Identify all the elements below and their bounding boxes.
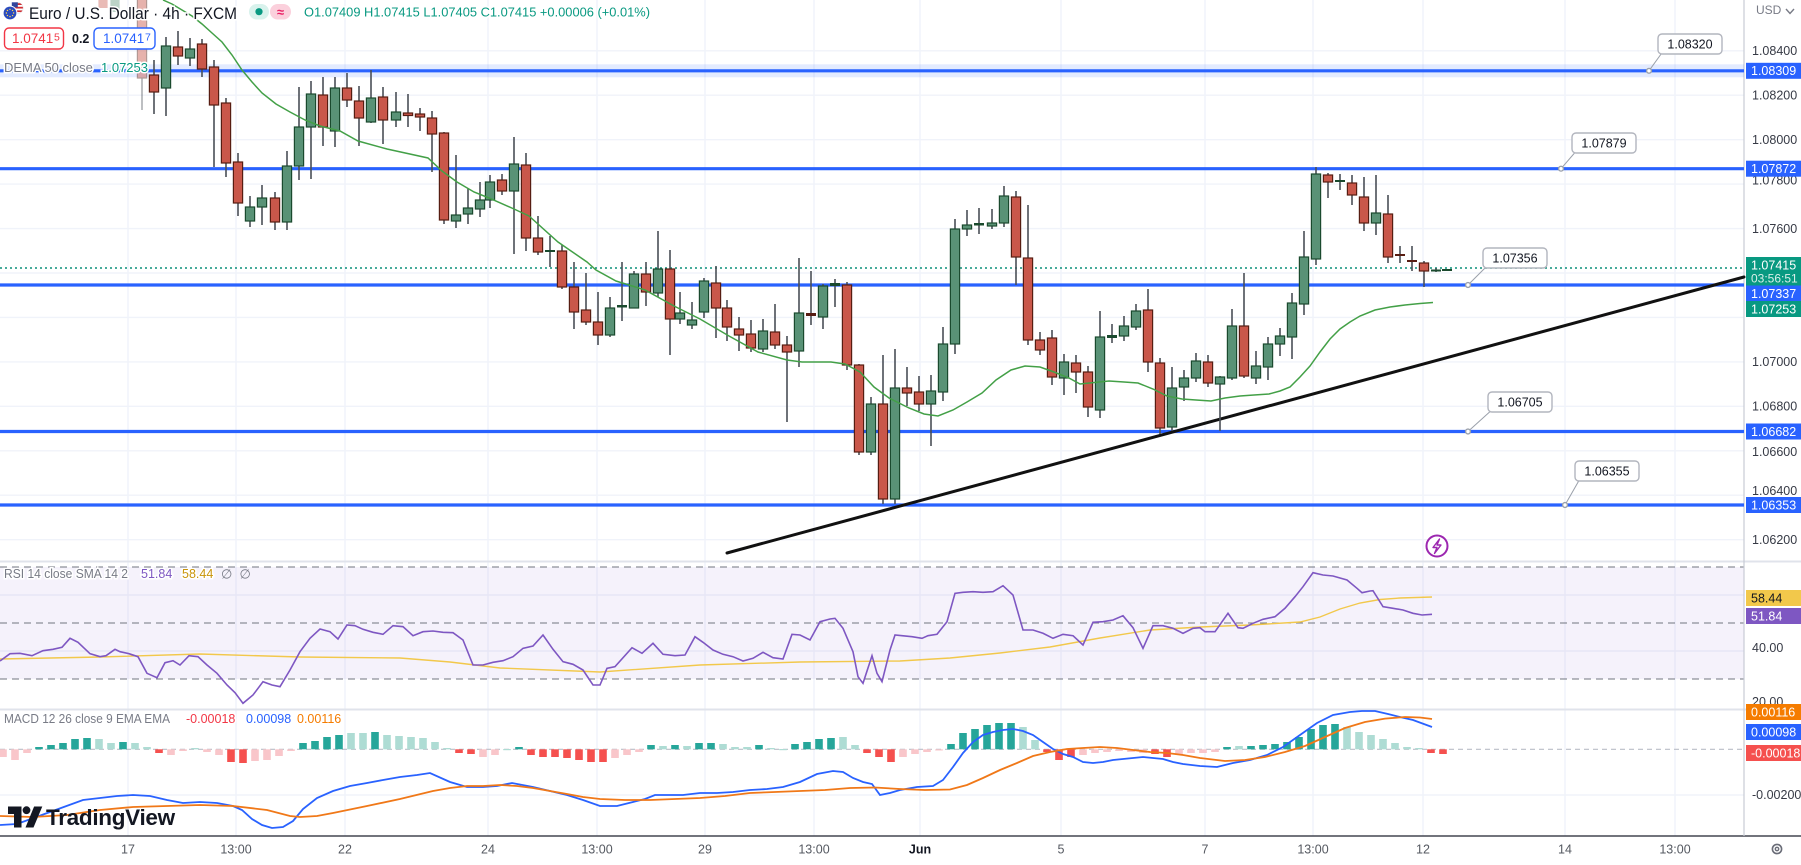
svg-text:1.06800: 1.06800	[1752, 400, 1797, 414]
svg-text:1.06200: 1.06200	[1752, 533, 1797, 547]
svg-text:1.08320: 1.08320	[1667, 38, 1712, 52]
svg-text:1.07253: 1.07253	[101, 60, 148, 75]
svg-text:22: 22	[338, 843, 352, 857]
svg-text:1.06355: 1.06355	[1584, 465, 1629, 479]
svg-text:29: 29	[698, 843, 712, 857]
svg-text:-0.00018: -0.00018	[1751, 746, 1800, 760]
svg-text:1.07356: 1.07356	[1492, 252, 1537, 266]
svg-text:RSI 14 close SMA 14 2: RSI 14 close SMA 14 2	[4, 567, 128, 581]
svg-text:1.06600: 1.06600	[1752, 445, 1797, 459]
svg-text:-0.00018: -0.00018	[186, 712, 235, 726]
svg-text:0.2: 0.2	[72, 32, 89, 46]
svg-text:13:00: 13:00	[1659, 843, 1690, 857]
svg-text:1.07872: 1.07872	[1751, 162, 1796, 176]
svg-text:Jun: Jun	[909, 843, 931, 857]
svg-text:24: 24	[481, 843, 495, 857]
svg-text:≈: ≈	[277, 4, 284, 19]
svg-text:MACD 12 26 close 9 EMA EMA: MACD 12 26 close 9 EMA EMA	[4, 712, 171, 726]
svg-text:1.0741: 1.0741	[12, 31, 53, 46]
svg-text:1.07879: 1.07879	[1581, 137, 1626, 151]
svg-text:O1.07409 H1.07415 L1.07405 C1.: O1.07409 H1.07415 L1.07405 C1.07415 +0.0…	[304, 5, 650, 20]
svg-text:13:00: 13:00	[1297, 843, 1328, 857]
svg-text:17: 17	[121, 843, 135, 857]
svg-text:13:00: 13:00	[581, 843, 612, 857]
svg-text:1.08200: 1.08200	[1752, 88, 1797, 102]
svg-text:0.00098: 0.00098	[1751, 725, 1796, 739]
svg-text:03:56:51: 03:56:51	[1751, 272, 1798, 286]
svg-text:1.07800: 1.07800	[1752, 174, 1797, 188]
svg-text:7: 7	[145, 32, 151, 44]
svg-text:USD: USD	[1756, 3, 1782, 17]
svg-text:0.00098: 0.00098	[246, 712, 291, 726]
svg-text:Euro / U.S. Dollar · 4h · FXCM: Euro / U.S. Dollar · 4h · FXCM	[29, 5, 237, 23]
svg-text:1.07000: 1.07000	[1752, 355, 1797, 369]
svg-text:-0.00200: -0.00200	[1752, 788, 1801, 802]
svg-text:DEMA 50 close: DEMA 50 close	[4, 60, 93, 75]
svg-text:14: 14	[1558, 843, 1572, 857]
svg-text:1.08309: 1.08309	[1751, 64, 1796, 78]
svg-text:1.06400: 1.06400	[1752, 484, 1797, 498]
svg-text:7: 7	[1202, 843, 1209, 857]
svg-text:1.06353: 1.06353	[1751, 498, 1796, 512]
svg-text:1.07415: 1.07415	[1751, 259, 1796, 273]
svg-text:1.06705: 1.06705	[1497, 396, 1542, 410]
svg-text:1.07337: 1.07337	[1751, 287, 1796, 301]
svg-text:0.00116: 0.00116	[1751, 705, 1795, 719]
svg-text:51.84: 51.84	[141, 567, 172, 581]
svg-text:1.0741: 1.0741	[103, 31, 144, 46]
svg-text:1.08000: 1.08000	[1752, 133, 1797, 147]
svg-text:12: 12	[1416, 843, 1430, 857]
svg-text:1.07600: 1.07600	[1752, 222, 1797, 236]
svg-text:13:00: 13:00	[220, 843, 251, 857]
svg-text:1.08400: 1.08400	[1752, 44, 1797, 58]
svg-text:5: 5	[1058, 843, 1065, 857]
svg-text:58.44: 58.44	[182, 567, 213, 581]
svg-text:58.44: 58.44	[1751, 591, 1782, 605]
svg-text:∅ ∅: ∅ ∅	[221, 567, 251, 582]
svg-text:0.00116: 0.00116	[297, 712, 341, 726]
svg-text:1.06682: 1.06682	[1751, 425, 1796, 439]
svg-text:TradingView: TradingView	[46, 805, 176, 830]
svg-text:5: 5	[54, 32, 60, 44]
svg-text:51.84: 51.84	[1751, 609, 1782, 623]
svg-text:40.00: 40.00	[1752, 641, 1783, 655]
svg-text:1.07253: 1.07253	[1751, 302, 1796, 316]
svg-text:13:00: 13:00	[798, 843, 829, 857]
